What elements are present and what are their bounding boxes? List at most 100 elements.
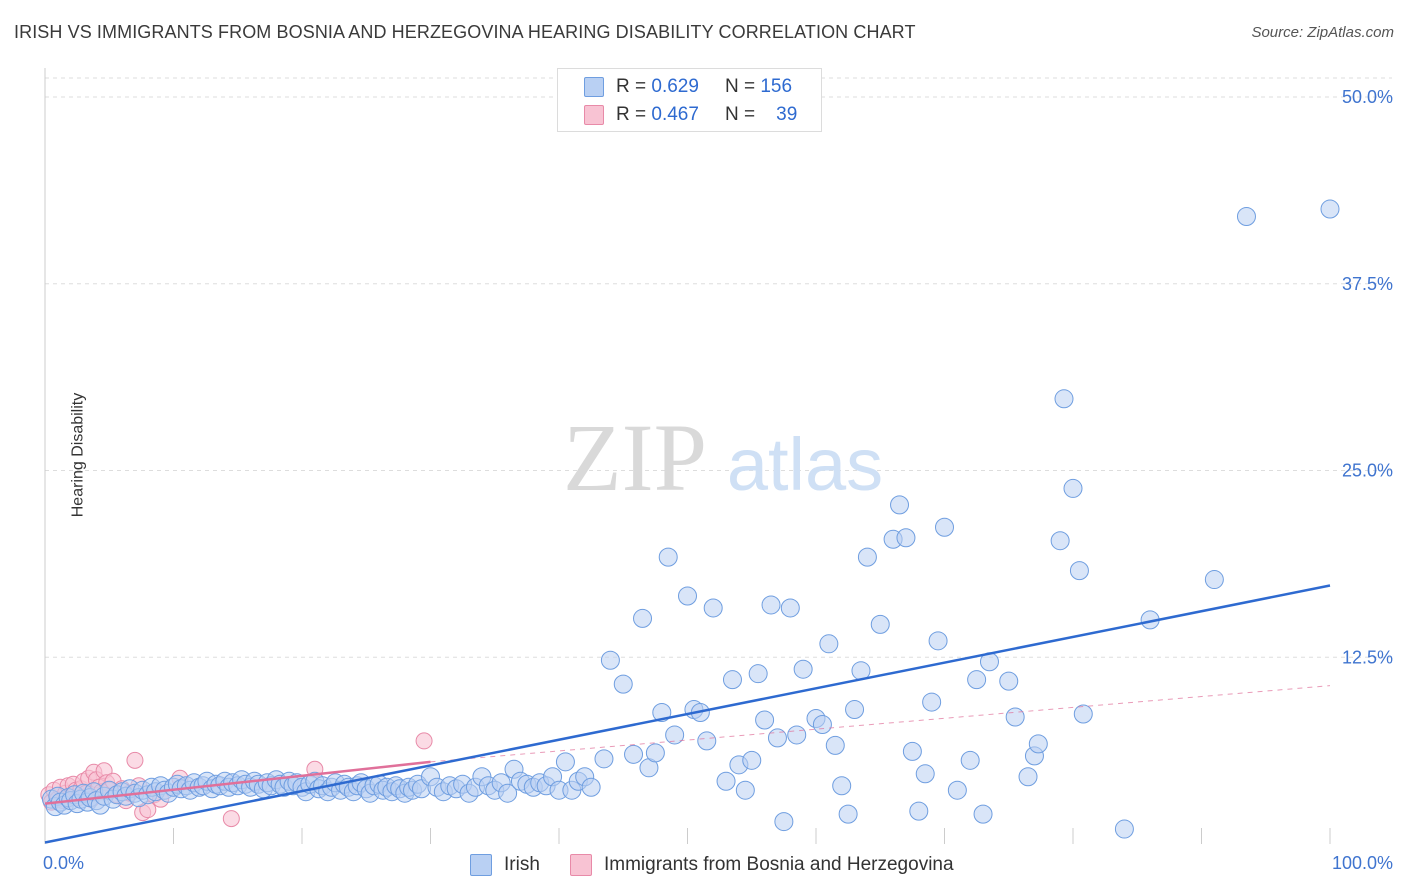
bottom-legend-label-bosnia: Immigrants from Bosnia and Herzegovina: [604, 854, 954, 875]
irish-point: [896, 528, 916, 548]
irish-point: [787, 725, 807, 745]
irish-point: [838, 804, 858, 824]
irish-point: [645, 743, 665, 763]
irish-point: [1320, 199, 1340, 219]
irish-point: [857, 547, 877, 567]
legend-r-label: R =: [616, 76, 647, 97]
irish-point: [902, 741, 922, 761]
legend-swatch-bosnia: [584, 105, 604, 125]
irish-point: [1073, 704, 1093, 724]
irish-trend-line: [44, 584, 1331, 844]
bosnia-point: [222, 810, 240, 828]
irish-point: [735, 780, 755, 800]
legend-r-value-irish: 0.629: [651, 76, 699, 97]
irish-point: [633, 608, 653, 628]
irish-point: [594, 749, 614, 769]
bottom-legend-swatch-bosnia: [570, 854, 592, 876]
legend-n-label: N =: [724, 104, 756, 125]
irish-point: [761, 595, 781, 615]
irish-point: [498, 783, 518, 803]
watermark: ZIP atlas: [563, 404, 883, 511]
x-tick-label-min: 0.0%: [43, 853, 84, 873]
irish-point: [1114, 819, 1134, 839]
bosnia-point: [415, 732, 433, 750]
irish-point: [697, 731, 717, 751]
y-tick-label: 12.5%: [1342, 647, 1393, 667]
irish-point: [1054, 389, 1074, 409]
irish-point: [716, 771, 736, 791]
irish-point: [774, 812, 794, 832]
irish-point: [703, 598, 723, 618]
stats-legend: R = 0.629 N = 156 R = 0.467 N = 39: [557, 68, 822, 132]
irish-point: [928, 631, 948, 651]
legend-row-irish: R = 0.629 N = 156: [584, 73, 792, 101]
legend-r-label: R =: [616, 104, 647, 125]
bosnia-trend-extension: [430, 685, 1331, 763]
irish-point: [678, 586, 697, 606]
legend-n-value-bosnia: 39: [776, 104, 798, 125]
irish-point: [819, 634, 839, 654]
bosnia-point: [126, 751, 144, 769]
irish-point: [755, 710, 775, 730]
irish-point: [555, 752, 575, 772]
irish-point: [1028, 734, 1048, 754]
chart-title: IRISH VS IMMIGRANTS FROM BOSNIA AND HERZ…: [14, 22, 916, 42]
irish-point: [613, 674, 633, 694]
irish-point: [825, 735, 845, 755]
irish-point: [767, 728, 787, 748]
tick-layer: 12.5% 25.0% 37.5% 50.0% 0.0% 100.0%: [43, 87, 1393, 873]
irish-point: [845, 700, 865, 720]
bottom-legend-bosnia[interactable]: Immigrants from Bosnia and Herzegovina: [570, 852, 954, 878]
irish-point: [658, 547, 678, 567]
bosnia-trend-line: [44, 760, 431, 805]
source-label: Source: ZipAtlas.com: [1251, 24, 1394, 41]
irish-point: [812, 714, 832, 734]
y-tick-label: 25.0%: [1342, 461, 1393, 481]
bottom-legend: Irish Immigrants from Bosnia and Herzego…: [0, 852, 1406, 878]
irish-point: [742, 750, 762, 770]
y-tick-label: 50.0%: [1342, 87, 1393, 107]
irish-point: [960, 750, 980, 770]
trend-layer: [44, 584, 1331, 844]
irish-point: [890, 495, 910, 515]
irish-point: [665, 725, 685, 745]
bottom-legend-label-irish: Irish: [504, 854, 540, 875]
irish-point: [624, 744, 644, 764]
legend-swatch-irish: [584, 77, 604, 97]
irish-point: [1236, 207, 1256, 227]
legend-n-value-irish: 156: [760, 76, 793, 97]
irish-point: [947, 780, 967, 800]
x-tick-label-max: 100.0%: [1332, 853, 1393, 873]
legend-n-label: N =: [724, 76, 756, 97]
irish-point: [915, 764, 935, 784]
irish-point: [1069, 561, 1089, 581]
irish-point: [793, 659, 813, 679]
watermark-zip: ZIP: [563, 404, 707, 511]
watermark-atlas: atlas: [727, 423, 883, 506]
irish-point: [870, 614, 890, 634]
irish-point: [722, 670, 742, 690]
irish-point: [1018, 767, 1038, 787]
grid-layer: [45, 77, 1392, 658]
irish-point: [780, 598, 800, 618]
irish-point: [600, 650, 620, 670]
irish-point: [1204, 570, 1224, 590]
irish-point: [999, 671, 1019, 691]
irish-point: [967, 670, 987, 690]
y-tick-label: 37.5%: [1342, 274, 1393, 294]
irish-point: [922, 692, 942, 712]
irish-point: [1063, 478, 1083, 498]
y-axis-label: Hearing Disability: [69, 392, 87, 518]
legend-r-value-bosnia: 0.467: [651, 104, 699, 125]
bottom-legend-swatch-irish: [470, 854, 492, 876]
irish-point: [935, 517, 954, 537]
irish-points: [41, 199, 1340, 839]
irish-point: [1050, 531, 1070, 551]
irish-point: [973, 804, 993, 824]
irish-point: [832, 776, 852, 796]
irish-point: [1005, 707, 1025, 727]
bottom-legend-irish[interactable]: Irish: [470, 852, 540, 878]
legend-row-bosnia: R = 0.467 N = 39: [584, 101, 797, 129]
irish-point: [581, 777, 601, 797]
